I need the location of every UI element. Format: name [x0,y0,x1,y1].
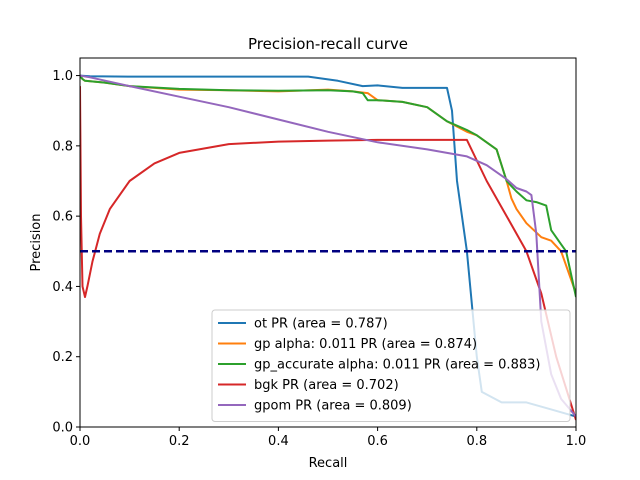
legend-label: gpom PR (area = 0.809) [254,399,412,414]
y-tick-label: 0.8 [52,139,73,154]
legend-label: gp alpha: 0.011 PR (area = 0.874) [254,337,477,352]
y-tick-label: 0.4 [52,280,73,295]
y-tick-label: 0.6 [52,210,73,225]
x-axis-label: Recall [309,456,348,471]
x-tick-label: 0.6 [367,434,388,449]
y-tick-label: 0.0 [52,421,73,436]
y-tick-label: 1.0 [52,69,73,84]
series-line-2 [80,75,576,294]
legend-label: ot PR (area = 0.787) [254,317,388,332]
plot-frame [79,57,577,428]
x-tick-label: 1.0 [566,434,587,449]
x-tick-label: 0.8 [466,434,487,449]
x-tick-label: 0.4 [268,434,289,449]
chart-title: Precision-recall curve [248,35,408,53]
legend: ot PR (area = 0.787) gp alpha: 0.011 PR (… [211,309,571,422]
y-tick-label: 0.2 [52,350,73,365]
x-tick-label: 0.0 [70,434,91,449]
legend-label: gp_accurate alpha: 0.011 PR (area = 0.88… [254,358,540,373]
legend-label: bgk PR (area = 0.702) [254,378,399,393]
x-tick-label: 0.2 [169,434,190,449]
y-axis-label: Precision [29,213,44,271]
series-line-4 [80,86,576,421]
series-line-3 [80,75,576,298]
legend-box [211,309,571,422]
series-line-5 [80,74,576,418]
